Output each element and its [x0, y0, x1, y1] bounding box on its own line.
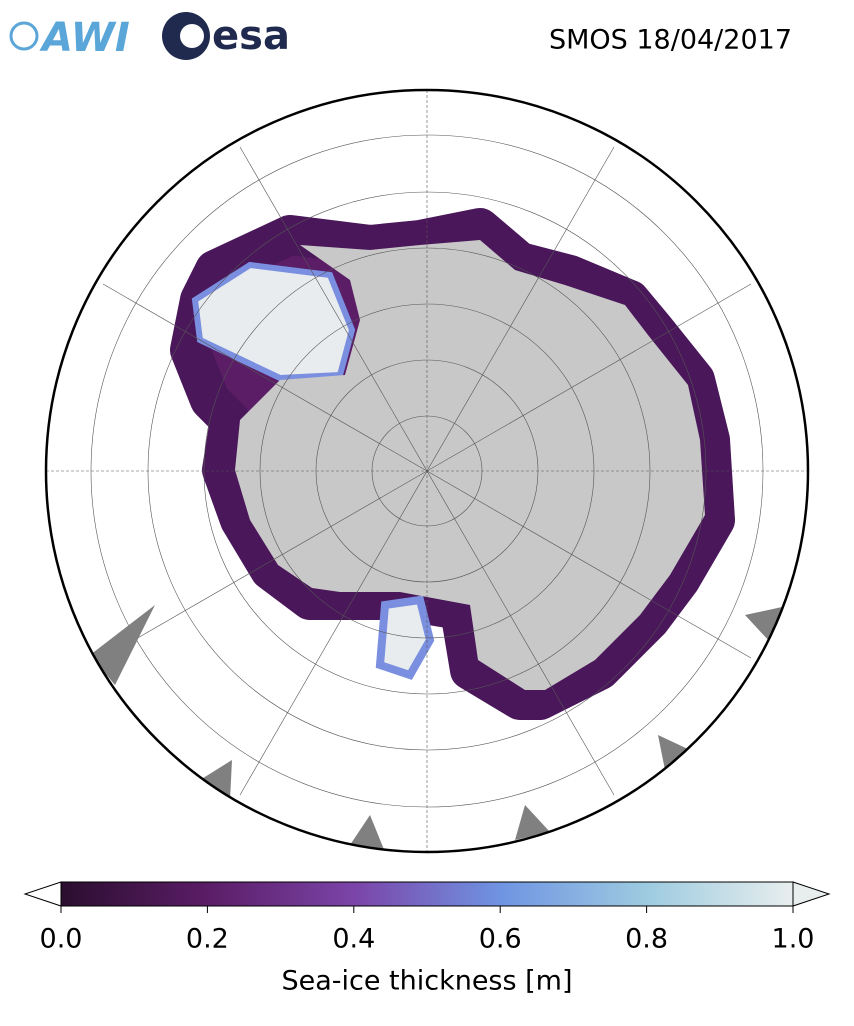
cbar-over	[792, 881, 831, 907]
weddell-ice	[191, 261, 356, 382]
cbar-tick-label: 0.2	[186, 924, 229, 955]
title: SMOS 18/04/2017	[549, 25, 792, 56]
cbar-tick-label: 0.6	[479, 924, 522, 955]
map	[46, 90, 808, 852]
colorbar: Sea-ice thickness [m] 0.0 0.2 0.4 0.6 0.8 1.0	[23, 881, 831, 997]
cbar-body	[60, 881, 794, 907]
logos: AWI esa	[9, 12, 290, 61]
land	[235, 240, 705, 690]
map-frame	[44, 88, 810, 854]
graticule	[46, 90, 808, 852]
cbar-tick-label: 0.0	[40, 924, 83, 955]
cbar-tick-label: 1.0	[772, 924, 815, 955]
cbar-tick-label: 0.8	[625, 924, 668, 955]
awi-mark	[9, 21, 39, 51]
esa-mark-inner	[180, 24, 204, 48]
awi-logo: AWI	[39, 15, 130, 61]
esa-logo: esa	[212, 13, 290, 59]
cbar-label: Sea-ice thickness [m]	[281, 966, 572, 997]
ross-ice	[375, 595, 435, 680]
cbar-under	[23, 881, 62, 907]
cbar-tick-label: 0.4	[332, 924, 375, 955]
